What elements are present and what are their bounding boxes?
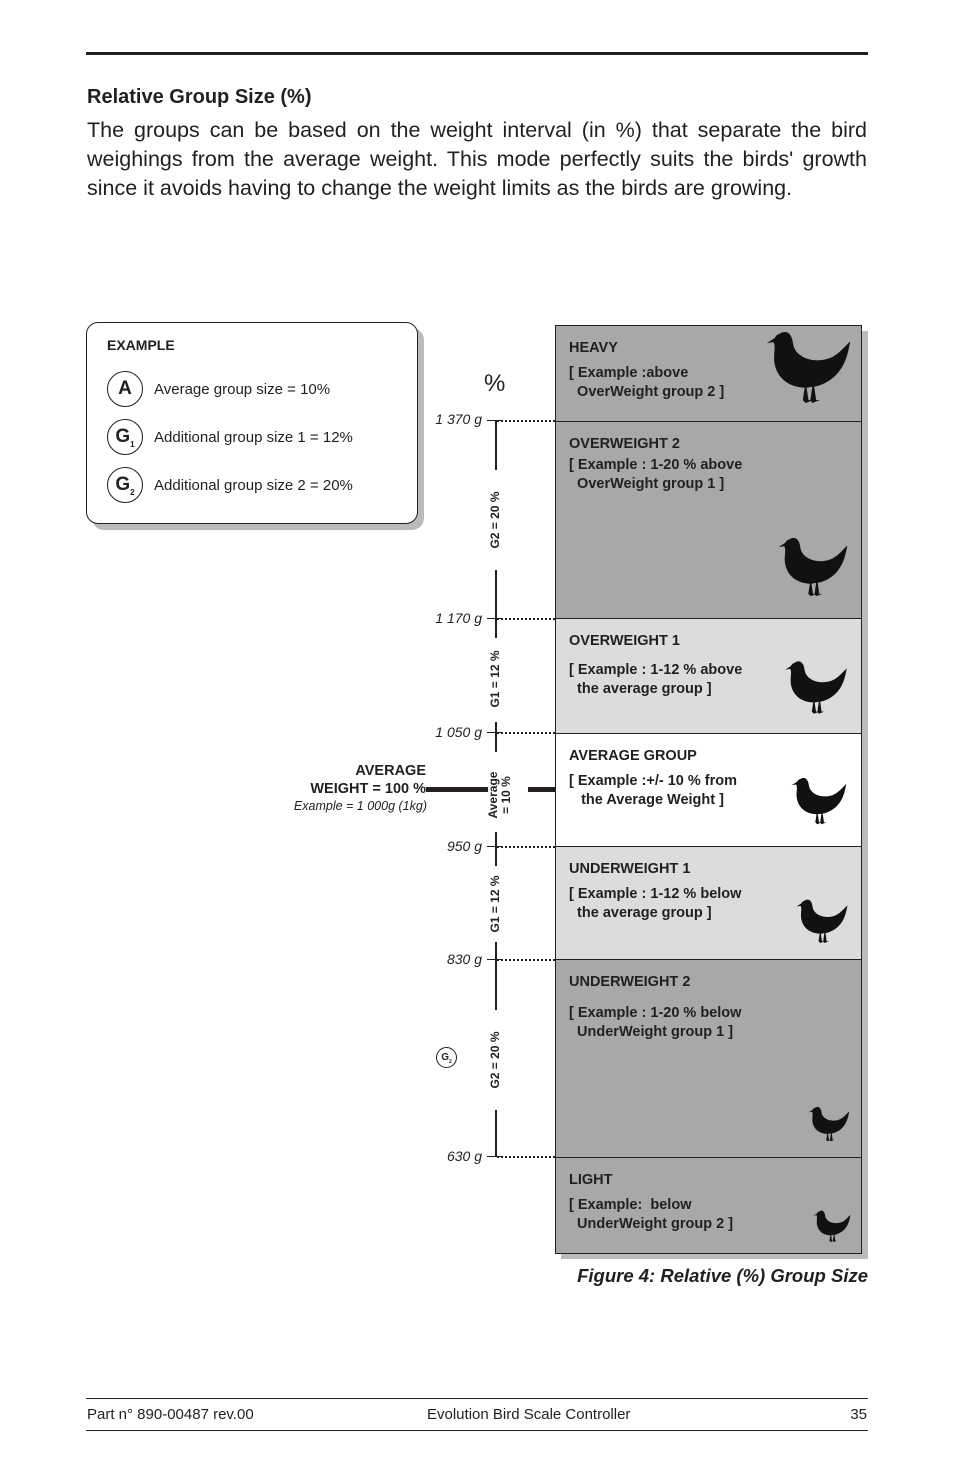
weight-label: 1 170 g [435,610,482,626]
group-light: LIGHT [ Example: below UnderWeight group … [555,1157,862,1254]
g2-marker: G2 [436,1047,457,1068]
figure-caption: Figure 4: Relative (%) Group Size [577,1265,868,1286]
symbol-a: A [107,371,143,407]
dotted-line [497,846,555,848]
dotted-line [497,420,555,422]
weight-label: 950 g [446,838,482,854]
group-title: LIGHT [569,1172,613,1188]
interval-label: Average = 10 % [486,755,513,835]
average-line [528,787,555,792]
average-example: Example = 1 000g (1kg) [293,799,427,813]
example-title: EXAMPLE [107,337,175,353]
chicken-icon [808,1106,850,1142]
average-weight-label: AVERAGE WEIGHT = 100 % [260,762,426,798]
symbol-letter: G [441,1052,449,1063]
interval-label: G2 = 20 % [488,491,502,549]
symbol-letter: G [115,474,131,495]
symbol-sub: 1 [130,439,135,449]
footer-rule-bottom [86,1430,868,1431]
average-line [426,787,488,792]
chicken-icon [778,537,848,597]
interval-label: G1 = 12 % [488,650,502,708]
footer-product: Evolution Bird Scale Controller [427,1406,631,1423]
interval-label: G1 = 12 % [488,875,502,933]
symbol-g2: G2 [107,467,143,503]
dotted-line [497,1156,555,1158]
chicken-icon [796,899,848,943]
group-overweight-1: OVERWEIGHT 1 [ Example : 1-12 % above the… [555,618,862,734]
group-desc: [ Example: below UnderWeight group 2 ] [569,1197,734,1232]
group-desc: [ Example : 1-20 % above OverWeight grou… [569,457,743,492]
interval-label-line: Average [486,771,500,819]
group-underweight-1: UNDERWEIGHT 1 [ Example : 1-12 % below th… [555,846,862,960]
weight-label: 1 370 g [435,411,482,427]
group-title: UNDERWEIGHT 2 [569,974,691,990]
intro-paragraph: The groups can be based on the weight in… [87,118,867,200]
group-average: AVERAGE GROUP [ Example :+/- 10 % from th… [555,733,862,847]
interval-label: G2 = 20 % [488,1031,502,1089]
symbol-sub: 2 [449,1059,452,1065]
group-desc: [ Example : 1-12 % above the average gro… [569,662,743,697]
example-item: Additional group size 2 = 20% [154,477,353,494]
dotted-line [497,959,555,961]
example-box: EXAMPLE A Average group size = 10% G1 Ad… [86,322,418,524]
group-overweight-2: OVERWEIGHT 2 [ Example : 1-20 % above Ove… [555,421,862,619]
section-title: Relative Group Size (%) [87,86,312,108]
chicken-icon [766,331,851,403]
average-line2: WEIGHT = 100 % [310,781,426,797]
weight-label: 630 g [446,1148,482,1164]
group-desc: [ Example :+/- 10 % from the Average Wei… [569,773,738,808]
percent-symbol: % [484,370,506,397]
symbol-letter: A [118,378,132,399]
footer-rule-top [86,1398,868,1399]
dotted-line [497,732,555,734]
group-desc: [ Example :above OverWeight group 2 ] [569,365,725,400]
group-title: OVERWEIGHT 2 [569,436,680,452]
chicken-icon [785,661,847,714]
example-item: Average group size = 10% [154,381,331,398]
group-desc: [ Example : 1-20 % below UnderWeight gro… [569,1005,742,1040]
average-line1: AVERAGE [355,763,426,779]
weight-label: 1 050 g [435,724,482,740]
chicken-icon [813,1210,851,1243]
group-title: HEAVY [569,340,618,356]
symbol-g1: G1 [107,419,143,455]
symbol-sub: 2 [130,487,135,497]
weight-label: 830 g [446,951,482,967]
chicken-icon [791,777,847,825]
footer-page-number: 35 [850,1406,867,1423]
interval-label-line: = 10 % [499,776,513,814]
group-desc: [ Example : 1-12 % below the average gro… [569,886,742,921]
group-title: OVERWEIGHT 1 [569,633,680,649]
group-heavy: HEAVY [ Example :above OverWeight group 2… [555,325,862,422]
example-item: Additional group size 1 = 12% [154,429,353,446]
top-rule [86,52,868,55]
symbol-letter: G [115,426,131,447]
footer-part-number: Part n° 890-00487 rev.00 [87,1406,254,1423]
group-underweight-2: UNDERWEIGHT 2 [ Example : 1-20 % below Un… [555,959,862,1158]
group-title: UNDERWEIGHT 1 [569,861,691,877]
group-title: AVERAGE GROUP [569,748,697,764]
dotted-line [497,618,555,620]
